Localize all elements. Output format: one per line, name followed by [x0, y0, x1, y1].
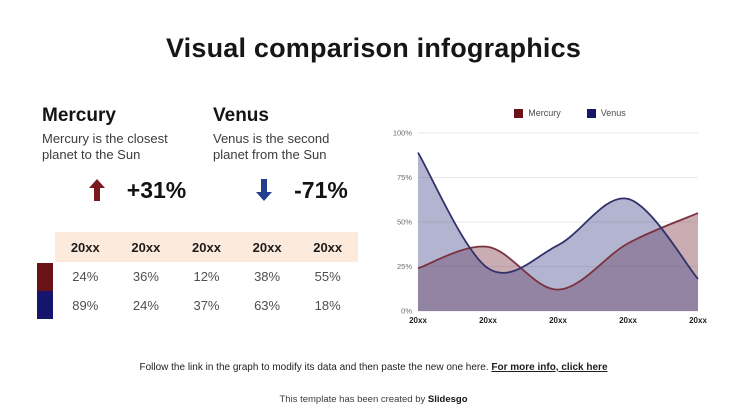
table-header-row: 20xx 20xx 20xx 20xx 20xx: [55, 232, 358, 262]
x-tick-label: 20xx: [619, 316, 637, 325]
chart-legend: Mercury Venus: [393, 108, 747, 118]
legend-swatch-icon: [514, 108, 524, 118]
data-table: 20xx 20xx 20xx 20xx 20xx 24% 36% 12% 38%…: [55, 232, 358, 320]
table-cell: 38%: [254, 269, 281, 284]
x-tick-label: 20xx: [689, 316, 707, 325]
area-chart[interactable]: Mercury Venus 0% 25% 50% 75% 100% 20xx 20xx 20xx…: [393, 100, 747, 332]
y-tick-label: 100%: [393, 129, 412, 138]
venus-stat: -71%: [213, 177, 363, 204]
legend-label: Mercury: [528, 108, 561, 118]
table-cell: 89%: [72, 298, 99, 313]
table-header-cell: 20xx: [313, 239, 343, 255]
y-tick-label: 50%: [397, 218, 412, 227]
x-tick-label: 20xx: [549, 316, 567, 325]
footer-note-text: Follow the link in the graph to modify i…: [139, 362, 489, 373]
table-row-mercury: 24% 36% 12% 38% 55%: [55, 262, 358, 291]
table-cell: 24%: [72, 269, 99, 284]
footer-note: Follow the link in the graph to modify i…: [0, 362, 747, 373]
table-cell: 36%: [132, 269, 159, 284]
y-tick-label: 0%: [401, 307, 412, 316]
up-arrow-icon: [88, 179, 105, 202]
table-cell: 24%: [132, 298, 159, 313]
y-tick-label: 25%: [397, 262, 412, 271]
mercury-heading: Mercury: [42, 105, 116, 126]
credit-text: This template has been created by: [279, 394, 428, 405]
legend-item-venus: Venus: [586, 108, 626, 118]
venus-line: [417, 152, 699, 280]
table-cell: 55%: [314, 269, 341, 284]
x-tick-label: 20xx: [409, 316, 427, 325]
venus-area: [418, 152, 698, 311]
legend-swatch-icon: [586, 108, 596, 118]
legend-label: Venus: [600, 108, 626, 118]
chart-canvas[interactable]: 0% 25% 50% 75% 100% 20xx 20xx 20xx 20xx 20xx: [393, 100, 747, 332]
legend-item-mercury: Mercury: [514, 108, 561, 118]
table-header-cell: 20xx: [252, 239, 282, 255]
table-cell: 63%: [254, 298, 281, 313]
venus-change-value: -71%: [294, 176, 348, 203]
venus-heading: Venus: [213, 105, 269, 126]
mercury-stat: +31%: [42, 177, 205, 204]
page-title: Visual comparison infographics: [165, 33, 582, 63]
credit-line: This template has been created by Slides…: [0, 394, 747, 405]
venus-block: Venus Venus is the second planet from th…: [213, 105, 363, 204]
table-cell: 37%: [193, 298, 220, 313]
table-cell: 18%: [314, 298, 341, 313]
table-row-venus: 89% 24% 37% 63% 18%: [55, 291, 358, 320]
table-header-cell: 20xx: [131, 239, 161, 255]
mercury-block: Mercury Mercury is the closest planet to…: [42, 105, 205, 204]
mercury-area: [418, 213, 698, 311]
credit-brand: Slidesgo: [427, 394, 468, 405]
mercury-series-swatch: [37, 263, 53, 291]
down-arrow-icon: [256, 179, 273, 202]
table-header-cell: 20xx: [192, 239, 221, 255]
mercury-line: [417, 212, 699, 291]
table-series-swatches: [37, 263, 53, 319]
venus-description: Venus is the second planet from the Sun: [213, 131, 330, 162]
mercury-description: Mercury is the closest planet to the Sun: [42, 131, 168, 162]
venus-series-swatch: [37, 291, 53, 319]
table-cell: 12%: [193, 269, 220, 284]
y-tick-label: 75%: [397, 173, 412, 182]
table-header-cell: 20xx: [70, 239, 100, 255]
x-tick-label: 20xx: [479, 316, 497, 325]
mercury-change-value: +31%: [126, 176, 187, 203]
more-info-link[interactable]: For more info, click here: [491, 362, 608, 373]
